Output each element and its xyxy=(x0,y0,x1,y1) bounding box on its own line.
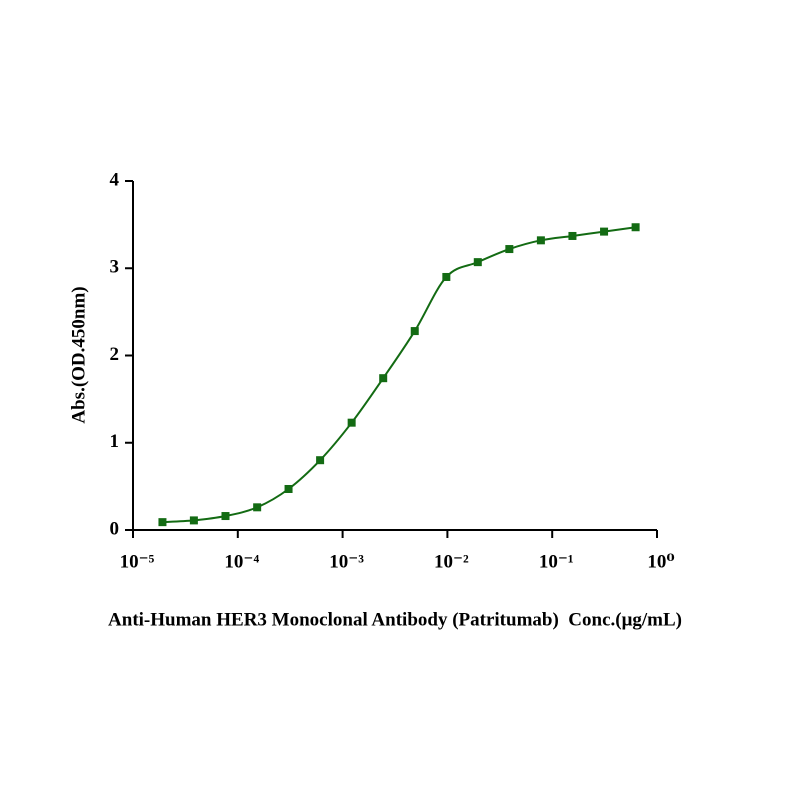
fit-curve xyxy=(162,226,636,524)
data-point xyxy=(158,518,167,527)
data-point xyxy=(536,236,545,245)
x-tick-label: 10⁻⁵ xyxy=(120,551,155,572)
data-point xyxy=(379,374,388,383)
y-tick-label: 3 xyxy=(110,257,120,278)
y-axis-title: Abs.(OD.450nm) xyxy=(68,286,89,423)
y-tick-label: 0 xyxy=(110,518,120,539)
data-point xyxy=(189,516,198,525)
x-tick-label: 10⁰ xyxy=(647,551,674,572)
data-point xyxy=(253,503,262,512)
x-tick-label: 10⁻³ xyxy=(329,551,364,572)
data-point xyxy=(631,223,640,232)
data-point xyxy=(284,484,293,493)
data-point xyxy=(505,245,514,254)
data-point xyxy=(600,227,609,236)
x-axis-title: Anti-Human HER3 Monoclonal Antibody (Pat… xyxy=(108,609,682,630)
y-tick-label: 4 xyxy=(110,169,120,190)
data-point xyxy=(568,231,577,240)
data-point xyxy=(316,456,325,465)
data-point xyxy=(221,512,230,521)
data-point xyxy=(473,258,482,267)
y-tick-label: 2 xyxy=(110,344,120,365)
x-tick-label: 10⁻² xyxy=(434,551,469,572)
data-point xyxy=(442,272,451,281)
data-point xyxy=(410,327,419,336)
x-tick-label: 10⁻¹ xyxy=(539,551,574,572)
x-tick-label: 10⁻⁴ xyxy=(224,551,259,572)
data-point xyxy=(347,418,356,427)
y-tick-label: 1 xyxy=(110,431,120,452)
